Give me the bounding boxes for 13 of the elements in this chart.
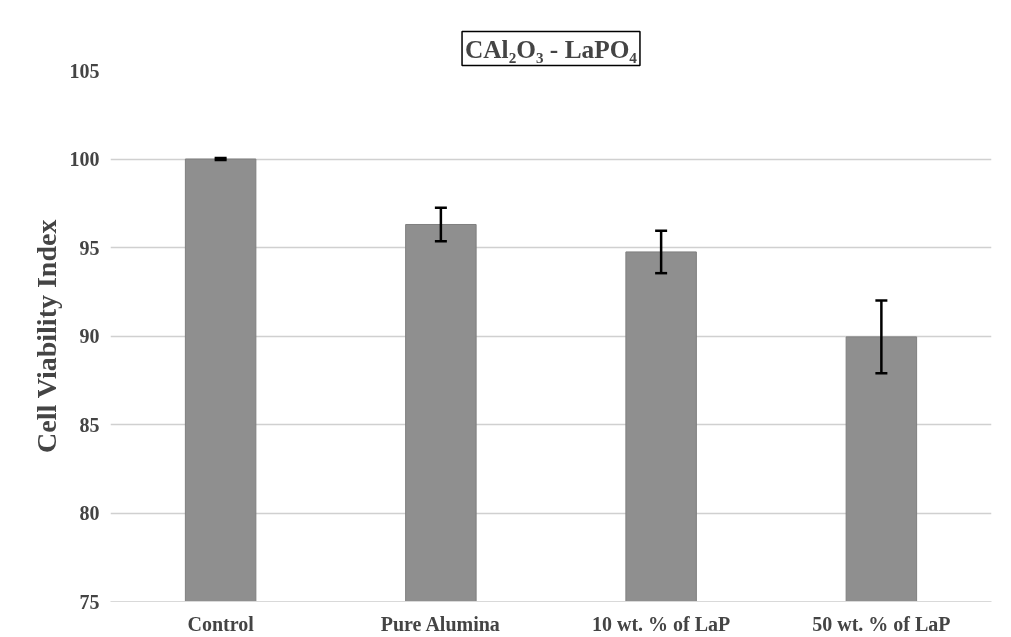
y-tick-label: 85 — [79, 413, 100, 436]
x-tick-label: 10 wt. % of LaP — [591, 612, 731, 635]
y-tick-label: 80 — [79, 502, 100, 524]
y-axis-title: Cell Viability Index — [30, 219, 62, 453]
x-tick-label: 50 wt. % of LaP — [812, 612, 951, 635]
chart-title: CAl₂O₃ - LaPO₄ — [465, 34, 638, 63]
y-tick-label: 95 — [79, 236, 100, 259]
y-tick-label: 75 — [79, 590, 100, 613]
x-tick-label: Control — [187, 612, 255, 635]
y-tick-label: 105 — [69, 59, 100, 82]
y-tick-label: 90 — [79, 325, 100, 347]
y-tick-label: 100 — [69, 148, 100, 170]
x-tick-label: Pure Alumina — [380, 612, 500, 635]
